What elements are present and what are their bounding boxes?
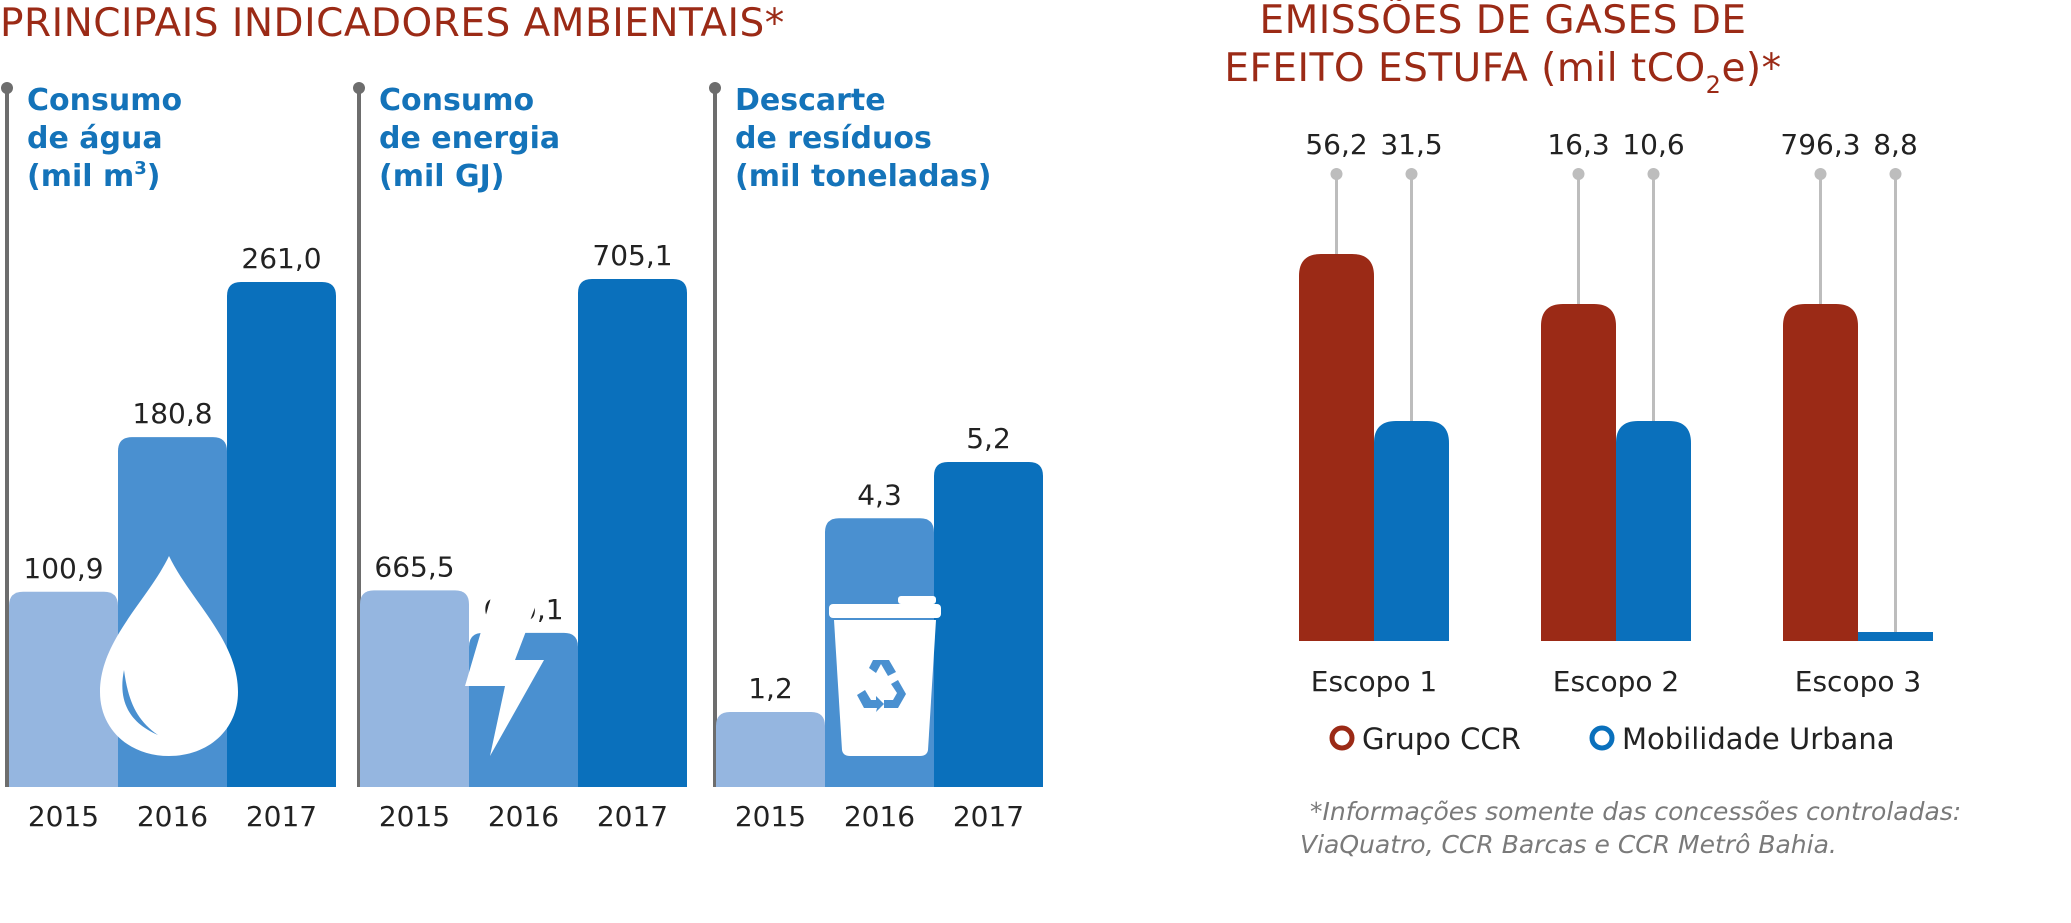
x-tick-label: 2016 <box>137 800 208 833</box>
panel-title-line: de resíduos <box>735 121 932 156</box>
bar-2017 <box>578 279 687 787</box>
bar-grupo-ccr <box>1299 254 1374 641</box>
emissions-chart: 56,2 31,5 Escopo 1 16,3 10,6 Escopo 2 796,3 8,8… <box>1299 128 1933 698</box>
x-tick-label: 2016 <box>488 800 559 833</box>
main-title: PRINCIPAIS INDICADORES AMBIENTAIS* <box>0 1 785 46</box>
legend: Grupo CCR Mobilidade Urbana <box>1329 722 1894 756</box>
lollipop-dot <box>1889 168 1902 180</box>
panel-axis-dot <box>353 82 365 94</box>
value-label: 796,3 <box>1780 128 1860 161</box>
bar-grupo-ccr <box>1783 304 1858 641</box>
emissions-group-1: 56,2 31,5 Escopo 1 <box>1299 128 1449 698</box>
panel-title-line: Consumo <box>27 83 182 118</box>
lollipop-dot <box>1330 168 1343 180</box>
footnote-line-2: ViaQuatro, CCR Barcas e CCR Metrô Bahia. <box>1300 830 1837 859</box>
value-label: 100,9 <box>23 552 103 585</box>
legend-marker-mobilidade-urbana <box>1589 725 1615 751</box>
bar-mobilidade-urbana <box>1616 421 1691 641</box>
bar-2017 <box>934 462 1043 787</box>
legend-label-grupo-ccr: Grupo CCR <box>1362 722 1521 756</box>
emissions-title-line1: EMISSÕES DE GASES DE <box>1260 0 1747 43</box>
value-label: 56,2 <box>1305 128 1367 161</box>
x-tick-label: 2017 <box>246 800 317 833</box>
emissions-group-3: 796,3 8,8 Escopo 3 <box>1780 128 1933 698</box>
panel-title-line: Consumo <box>379 83 534 118</box>
emissions-group-2: 16,3 10,6 Escopo 2 <box>1541 128 1691 698</box>
recycle-bin-icon <box>829 596 941 756</box>
legend-item-grupo-ccr: Grupo CCR <box>1329 722 1521 756</box>
value-label: 705,1 <box>592 239 672 272</box>
lollipop-dot <box>1405 168 1418 180</box>
panel-axis-dot <box>1 82 13 94</box>
bar-mobilidade-urbana <box>1374 421 1449 641</box>
value-label: 1,2 <box>748 672 793 705</box>
panel-title-line: Descarte <box>735 83 886 118</box>
lollipop-dot <box>1647 168 1660 180</box>
value-label: 10,6 <box>1622 128 1684 161</box>
value-label: 180,8 <box>132 397 212 430</box>
legend-marker-grupo-ccr <box>1329 725 1355 751</box>
bar-2015 <box>716 712 825 787</box>
x-tick-label: Escopo 2 <box>1553 665 1679 698</box>
value-label: 261,0 <box>241 242 321 275</box>
panel-title-line: (mil GJ) <box>379 159 504 194</box>
panel-title-line: de água <box>27 121 163 156</box>
value-label: 8,8 <box>1873 128 1918 161</box>
x-tick-label: 2015 <box>28 800 99 833</box>
value-label: 665,5 <box>374 550 454 583</box>
x-tick-label: 2015 <box>735 800 806 833</box>
x-tick-label: 2017 <box>953 800 1024 833</box>
x-tick-label: 2016 <box>844 800 915 833</box>
emissions-title-line2: EFEITO ESTUFA (mil tCO2e)* <box>1224 46 1781 99</box>
value-label: 16,3 <box>1547 128 1609 161</box>
x-tick-label: Escopo 3 <box>1795 665 1921 698</box>
bar-mobilidade-urbana <box>1858 632 1933 641</box>
value-label: 31,5 <box>1380 128 1442 161</box>
value-label: 5,2 <box>966 422 1011 455</box>
water-drop-icon <box>100 556 238 756</box>
bar-2015 <box>360 590 469 787</box>
legend-label-mobilidade-urbana: Mobilidade Urbana <box>1622 722 1894 756</box>
value-label: 4,3 <box>857 478 902 511</box>
footnote-line-1: *Informações somente das concessões cont… <box>1310 797 1961 826</box>
legend-item-mobilidade-urbana: Mobilidade Urbana <box>1589 722 1894 756</box>
lollipop-dot <box>1572 168 1585 180</box>
x-tick-label: 2015 <box>379 800 450 833</box>
bar-2015 <box>9 591 118 787</box>
panel-title-line: de energia <box>379 121 560 156</box>
panel-title-line: (mil m3) <box>27 158 161 194</box>
x-tick-label: 2017 <box>597 800 668 833</box>
lollipop-dot <box>1814 168 1827 180</box>
panel-title-line: (mil toneladas) <box>735 159 991 194</box>
panel-axis-dot <box>709 82 721 94</box>
bar-grupo-ccr <box>1541 304 1616 641</box>
x-tick-label: Escopo 1 <box>1311 665 1437 698</box>
bar-2017 <box>227 282 336 787</box>
lightning-bolt-icon <box>465 584 544 756</box>
